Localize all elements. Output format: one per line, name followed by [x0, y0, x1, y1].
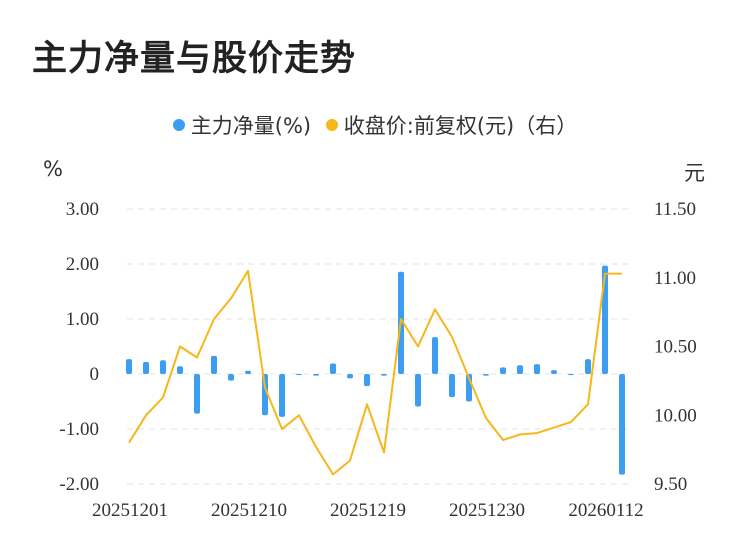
- right-tick-label: 9.50: [654, 474, 687, 495]
- right-tick-label: 11.50: [654, 199, 696, 220]
- bar-main-force: [483, 374, 489, 376]
- right-tick-label: 10.50: [654, 337, 697, 358]
- left-tick-label: 1.00: [66, 309, 99, 330]
- bar-main-force: [126, 359, 132, 374]
- legend-label-price: 收盘价:前复权(元)（右）: [343, 114, 578, 138]
- bar-main-force: [568, 374, 574, 376]
- left-axis-unit: %: [43, 157, 63, 181]
- bar-main-force: [160, 360, 166, 374]
- bar-main-force: [432, 337, 438, 374]
- x-tick-label: 20251230: [449, 500, 525, 521]
- bar-main-force: [177, 366, 183, 374]
- bar-main-force: [313, 374, 319, 376]
- left-tick-label: 0: [90, 364, 100, 385]
- bar-main-force: [364, 374, 370, 387]
- chart-legend: 主力净量(%) 收盘价:前复权(元)（右）: [0, 110, 750, 140]
- x-tick-label: 20260112: [568, 500, 643, 521]
- bar-main-force: [585, 359, 591, 374]
- bar-main-force: [296, 374, 302, 376]
- price-line: [128, 269, 622, 476]
- right-tick-label: 11.00: [654, 268, 696, 289]
- left-tick-label: -2.00: [59, 474, 99, 495]
- bar-main-force: [551, 370, 557, 374]
- legend-item-main-force[interactable]: 主力净量(%): [172, 110, 312, 140]
- bar-main-force: [194, 374, 200, 414]
- bar-main-force: [279, 374, 285, 417]
- x-tick-label: 20251201: [92, 500, 168, 521]
- legend-item-price[interactable]: 收盘价:前复权(元)（右）: [325, 110, 578, 140]
- bar-main-force: [534, 364, 540, 374]
- x-tick-label: 20251219: [330, 500, 406, 521]
- bar-main-force: [500, 367, 506, 374]
- legend-dot-bar-icon: [172, 119, 185, 131]
- x-tick-label: 20251210: [211, 500, 287, 521]
- bar-main-force: [347, 374, 353, 379]
- left-tick-label: 2.00: [66, 254, 99, 275]
- bar-main-force: [228, 374, 234, 381]
- bar-main-force: [143, 361, 149, 374]
- bar-main-force: [381, 374, 387, 376]
- bar-main-force: [619, 374, 625, 475]
- bar-main-force: [330, 363, 336, 374]
- bar-main-force: [245, 370, 251, 374]
- bar-main-force: [415, 374, 421, 407]
- right-axis-unit: 元: [684, 161, 705, 185]
- right-tick-label: 10.00: [654, 405, 697, 426]
- chart-title: 主力净量与股价走势: [32, 39, 357, 79]
- bar-main-force: [602, 265, 608, 374]
- legend-dot-line-icon: [325, 119, 338, 131]
- left-tick-label: -1.00: [59, 419, 99, 440]
- bar-main-force: [449, 374, 455, 398]
- bar-main-force: [517, 365, 523, 374]
- legend-label-main-force: 主力净量(%): [190, 114, 312, 138]
- bar-main-force: [211, 355, 217, 374]
- left-tick-label: 3.00: [66, 199, 99, 220]
